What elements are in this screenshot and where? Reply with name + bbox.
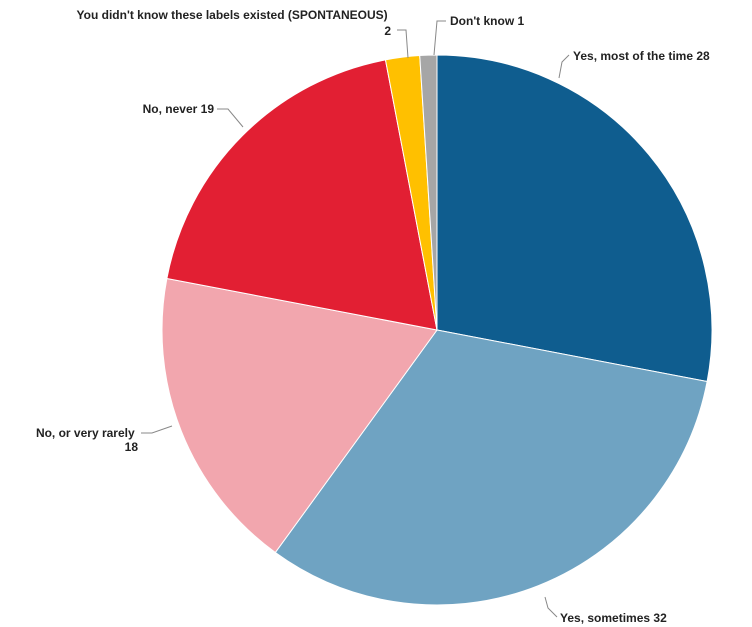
pie-slice-no-never: [166, 59, 438, 331]
pie-slice-dont-know: [419, 54, 438, 331]
leader-line-no-rarely: [141, 425, 173, 434]
pie-slice-no-rarely: [161, 277, 438, 554]
leader-line-yes-most: [558, 54, 570, 79]
slice-label-dont-know: Don't know 1: [450, 14, 525, 28]
slice-label-didnt-know-labels: You didn't know these labels existed (SP…: [77, 8, 392, 38]
slice-label-yes-most: Yes, most of the time 28: [573, 49, 710, 63]
pie-slices: [161, 54, 713, 606]
leader-line-no-never: [217, 108, 244, 128]
leader-line-dont-know: [433, 20, 446, 56]
leader-line-didnt-know-labels: [397, 29, 409, 59]
pie-slice-yes-sometimes: [274, 329, 708, 606]
slice-label-no-rarely: No, or very rarely 18: [36, 426, 138, 454]
slice-label-yes-sometimes: Yes, sometimes 32: [560, 611, 667, 625]
slice-label-no-never: No, never 19: [143, 102, 215, 116]
pie-slice-yes-most: [436, 54, 713, 383]
leader-lines: [141, 20, 570, 618]
leader-line-yes-sometimes: [544, 596, 558, 618]
